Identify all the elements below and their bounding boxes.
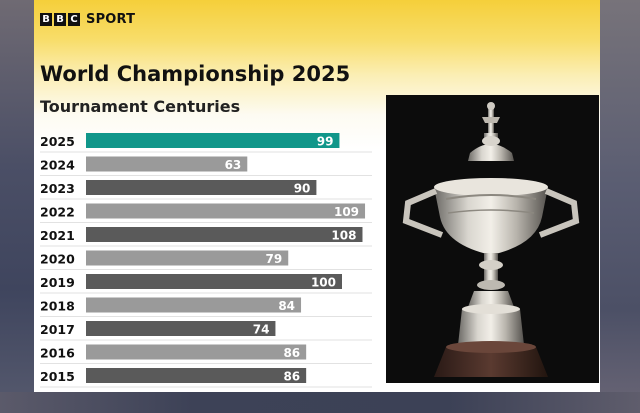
bbc-logo-letter-b1: B bbox=[40, 13, 52, 26]
background-left-crowd bbox=[0, 0, 34, 413]
bar-2025 bbox=[86, 133, 340, 148]
background-right-crowd bbox=[600, 0, 640, 413]
bar-2023 bbox=[86, 180, 317, 195]
bar-2015 bbox=[86, 368, 307, 383]
value-label-2024: 63 bbox=[225, 158, 242, 172]
trophy-image bbox=[402, 102, 580, 377]
bbc-logo-letter-b2: B bbox=[54, 13, 66, 26]
value-label-2015: 86 bbox=[283, 370, 300, 384]
year-label-2015: 2015 bbox=[40, 369, 75, 384]
year-label-2022: 2022 bbox=[40, 205, 75, 220]
year-label-2025: 2025 bbox=[40, 134, 75, 149]
bar-2024 bbox=[86, 156, 248, 172]
chart-title: World Championship 2025 bbox=[40, 62, 351, 86]
value-label-2016: 86 bbox=[283, 346, 300, 360]
year-label-2023: 2023 bbox=[40, 181, 75, 196]
bar-2017 bbox=[86, 321, 276, 336]
bar-2021 bbox=[86, 227, 363, 242]
bar-2020 bbox=[86, 250, 289, 266]
year-label-2018: 2018 bbox=[40, 299, 75, 314]
value-label-2025: 99 bbox=[317, 135, 334, 149]
year-label-2019: 2019 bbox=[40, 275, 75, 290]
chart-subtitle: Tournament Centuries bbox=[40, 97, 241, 116]
value-label-2023: 90 bbox=[294, 182, 311, 196]
year-label-2016: 2016 bbox=[40, 346, 75, 361]
background-bottom-crowd bbox=[0, 392, 640, 413]
value-label-2017: 74 bbox=[253, 323, 270, 337]
value-label-2018: 84 bbox=[278, 299, 295, 313]
year-label-2017: 2017 bbox=[40, 322, 75, 337]
bar-2022 bbox=[86, 203, 366, 219]
year-label-2020: 2020 bbox=[40, 252, 75, 267]
bbc-logo-letter-c: C bbox=[68, 13, 80, 26]
bar-2018 bbox=[86, 297, 302, 313]
trophy-photo bbox=[386, 95, 599, 383]
year-label-2021: 2021 bbox=[40, 228, 75, 243]
bar-2019 bbox=[86, 274, 342, 289]
value-label-2019: 100 bbox=[311, 276, 336, 290]
bar-2016 bbox=[86, 344, 307, 360]
value-label-2022: 109 bbox=[334, 205, 359, 219]
value-label-2021: 108 bbox=[331, 229, 356, 243]
year-label-2024: 2024 bbox=[40, 158, 75, 173]
sport-wordmark: SPORT bbox=[86, 12, 136, 27]
bbc-sport-logo: B B C SPORT bbox=[40, 12, 135, 27]
value-label-2020: 79 bbox=[266, 252, 283, 266]
